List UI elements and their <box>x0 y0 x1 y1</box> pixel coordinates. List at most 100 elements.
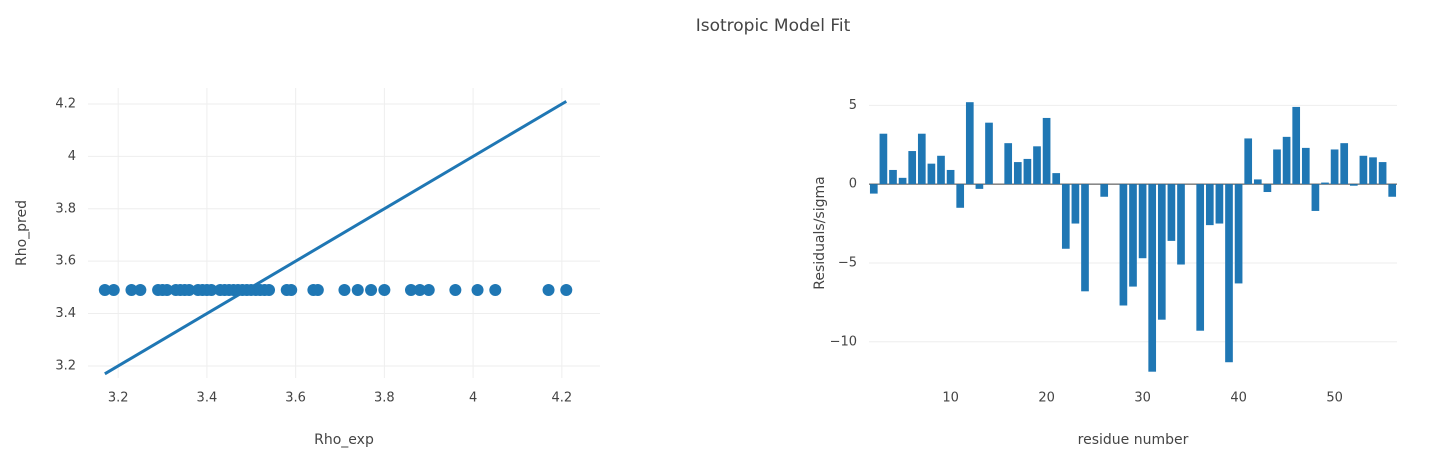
bar <box>937 155 945 185</box>
x-axis-title: Rho_exp <box>314 432 374 448</box>
y-tick-label: 4 <box>68 149 76 164</box>
point <box>338 283 351 296</box>
bar <box>975 184 984 189</box>
x-tick-label: 4.2 <box>552 391 573 406</box>
point <box>205 283 218 296</box>
bar <box>1369 157 1377 185</box>
bar <box>1138 184 1147 259</box>
y-axis-title: Residuals/sigma <box>812 176 828 289</box>
point <box>311 283 324 296</box>
bar <box>1225 184 1233 363</box>
bar <box>1167 184 1176 241</box>
point <box>378 283 391 296</box>
bar <box>869 184 878 194</box>
bar <box>908 151 917 185</box>
y-tick-label: 3.8 <box>55 201 76 216</box>
point <box>107 283 120 296</box>
bar <box>1129 184 1137 287</box>
x-tick-label: 3.4 <box>197 391 218 406</box>
fit-line <box>104 100 568 376</box>
bar <box>1263 184 1272 193</box>
bar <box>898 177 907 185</box>
point <box>542 283 555 296</box>
x-tick-label: 40 <box>1230 391 1247 406</box>
point <box>489 283 502 296</box>
point <box>134 283 147 296</box>
bar <box>1004 143 1013 185</box>
bar <box>1071 184 1080 224</box>
bar <box>1157 184 1166 320</box>
x-tick-label: 20 <box>1038 391 1055 406</box>
bar <box>889 169 897 185</box>
bar <box>1378 162 1387 185</box>
bar <box>1100 184 1109 197</box>
bar <box>1177 184 1185 265</box>
y-tick-label: −5 <box>838 255 857 270</box>
bar <box>1301 147 1310 185</box>
y-tick-label: 5 <box>849 98 857 113</box>
point <box>351 283 364 296</box>
bar <box>1244 138 1253 185</box>
bar <box>1359 155 1368 185</box>
x-tick-label: 3.2 <box>108 391 129 406</box>
point <box>413 283 426 296</box>
chart-title: Isotropic Model Fit <box>696 16 851 36</box>
bar <box>985 122 993 185</box>
bar <box>1340 143 1349 185</box>
point <box>471 283 484 296</box>
bar <box>917 133 926 185</box>
bar <box>1311 184 1320 211</box>
bar <box>1042 117 1051 185</box>
point <box>404 283 417 296</box>
y-tick-label: −10 <box>830 334 857 349</box>
y-axis-title: Rho_pred <box>14 200 30 266</box>
x-tick-label: 4 <box>469 391 477 406</box>
point <box>365 283 378 296</box>
x-tick-label: 3.8 <box>374 391 395 406</box>
bar <box>1349 184 1358 186</box>
point <box>449 283 462 296</box>
bar <box>965 102 974 185</box>
y-tick-label: 3.4 <box>55 306 76 321</box>
x-tick-label: 10 <box>942 391 959 406</box>
x-tick-label: 30 <box>1134 391 1151 406</box>
bar <box>1234 184 1243 284</box>
bar <box>927 163 936 185</box>
point <box>125 283 138 296</box>
bar <box>1148 184 1157 372</box>
point <box>560 283 573 296</box>
y-tick-label: 3.2 <box>55 358 76 373</box>
point <box>422 283 435 296</box>
bar <box>879 133 888 185</box>
bar <box>1388 184 1397 197</box>
y-tick-label: 4.2 <box>55 96 76 111</box>
bar <box>1253 179 1262 185</box>
bar <box>1215 184 1224 224</box>
bar <box>1061 184 1070 249</box>
bar <box>1023 158 1032 185</box>
bar <box>956 184 965 208</box>
point <box>183 283 196 296</box>
bar <box>1119 184 1128 306</box>
bar <box>1205 184 1214 226</box>
bar <box>1330 149 1339 185</box>
point <box>285 283 298 296</box>
bar <box>1196 184 1205 331</box>
y-tick-label: 3.6 <box>55 254 76 269</box>
x-axis-title: residue number <box>1078 432 1189 448</box>
bar <box>1321 182 1329 185</box>
point <box>160 283 173 296</box>
point <box>263 283 276 296</box>
y-tick-label: 0 <box>849 177 857 192</box>
bar <box>1013 162 1022 185</box>
bar <box>946 169 955 185</box>
bar <box>1033 146 1041 185</box>
bar <box>1081 184 1089 292</box>
bar <box>1282 136 1291 185</box>
x-tick-label: 50 <box>1326 391 1343 406</box>
x-tick-label: 3.6 <box>285 391 306 406</box>
bar <box>1052 173 1061 185</box>
bar <box>1273 149 1281 185</box>
